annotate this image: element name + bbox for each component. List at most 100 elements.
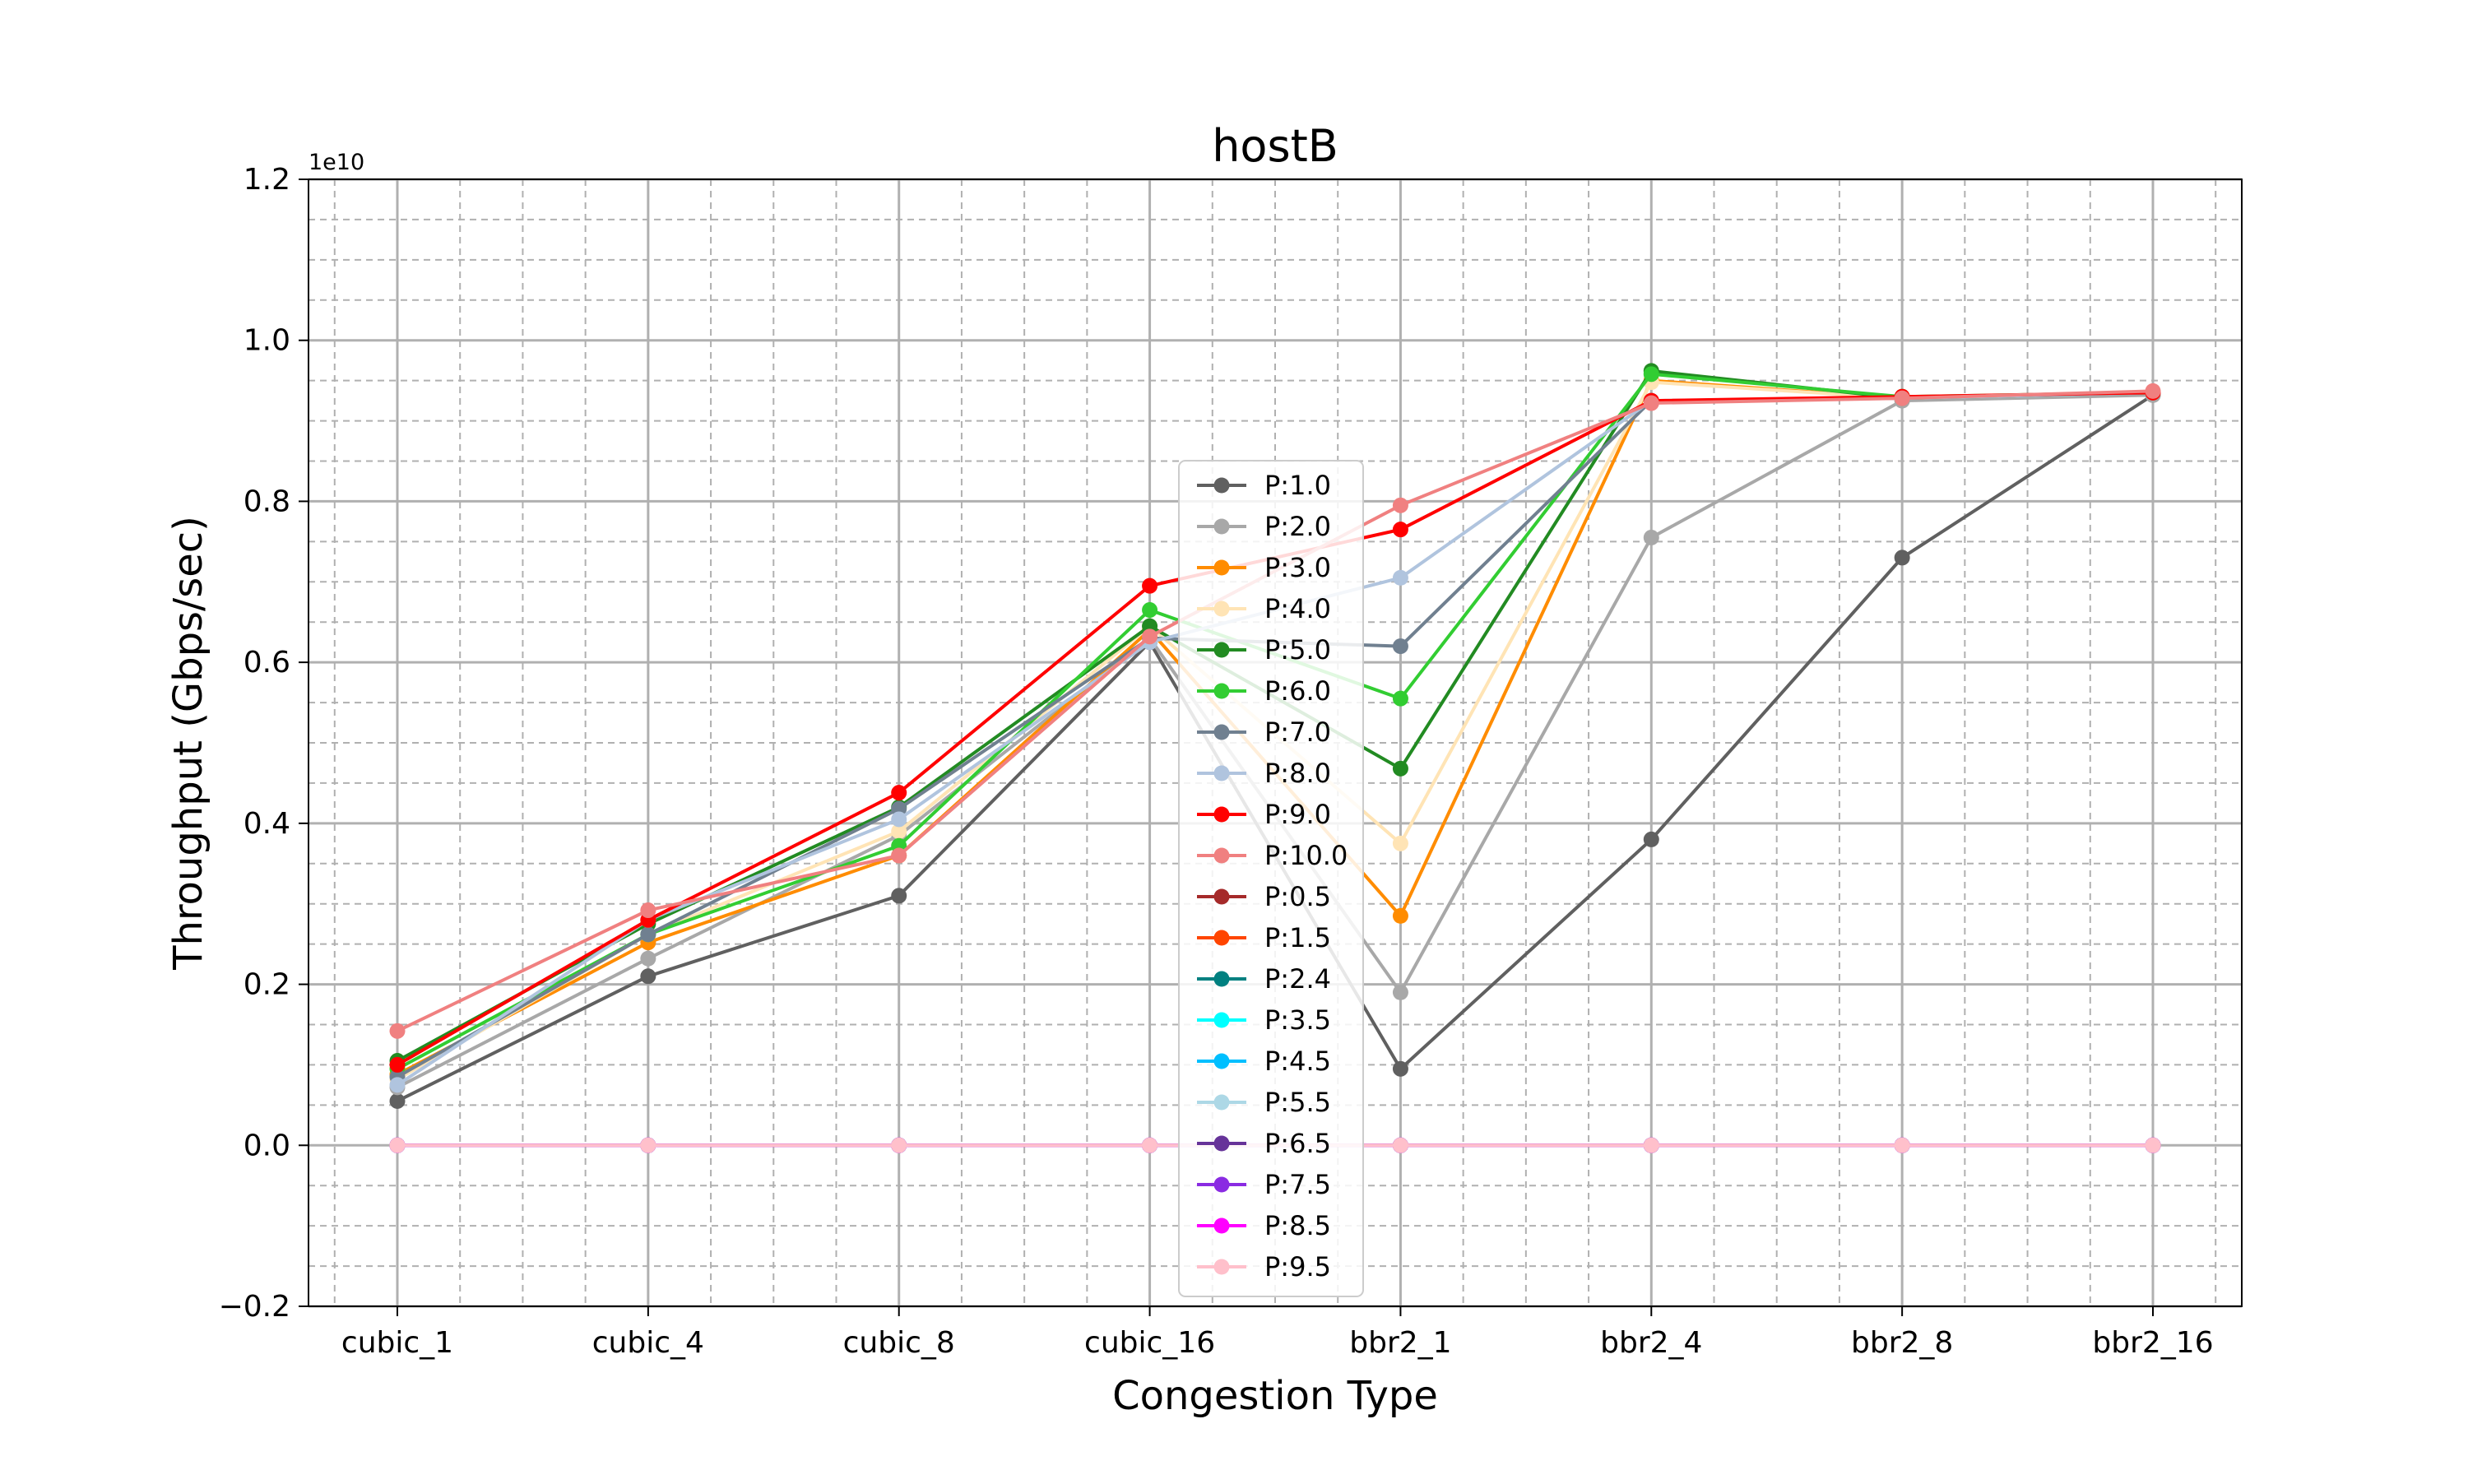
plot-frame — [308, 179, 2243, 1307]
legend-swatch-marker — [1213, 971, 1230, 987]
legend-item: P:5.5 — [1197, 1087, 1331, 1118]
legend-label: P:1.5 — [1264, 922, 1331, 953]
data-point — [1392, 835, 1408, 851]
x-axis-title: Congestion Type — [1112, 1373, 1438, 1419]
data-point — [640, 968, 656, 985]
x-tick-label: bbr2_16 — [2092, 1326, 2213, 1360]
legend-label: P:9.5 — [1264, 1251, 1331, 1282]
legend-label: P:7.0 — [1264, 716, 1331, 748]
data-point — [1392, 1060, 1408, 1077]
x-tick-label: cubic_4 — [592, 1326, 704, 1360]
legend-label: P:0.5 — [1264, 881, 1331, 912]
y-tick-label: −0.2 — [219, 1290, 290, 1324]
data-point — [891, 1137, 907, 1153]
x-tick-label: bbr2_1 — [1349, 1326, 1451, 1360]
y-tick-label: 0.0 — [244, 1129, 290, 1162]
legend-item: P:3.0 — [1197, 552, 1331, 583]
x-tick-label: cubic_8 — [843, 1326, 955, 1360]
data-point — [1643, 831, 1659, 847]
legend-item: P:10.0 — [1197, 840, 1348, 871]
data-point — [389, 1056, 406, 1073]
legend-swatch-marker — [1213, 1135, 1230, 1152]
legend-swatch-marker — [1213, 888, 1230, 905]
data-point — [1643, 529, 1659, 545]
legend-label: P:2.0 — [1264, 511, 1331, 542]
data-point — [389, 1077, 406, 1093]
legend-label: P:4.5 — [1264, 1046, 1331, 1077]
legend-item: P:8.5 — [1197, 1210, 1331, 1241]
legend-label: P:5.0 — [1264, 634, 1331, 665]
data-point — [1392, 638, 1408, 655]
legend-swatch-marker — [1213, 1217, 1230, 1234]
legend-item: P:2.0 — [1197, 511, 1331, 542]
legend-item: P:2.4 — [1197, 963, 1331, 995]
data-point — [1392, 984, 1408, 1000]
data-point — [891, 785, 907, 801]
data-point — [2145, 1137, 2161, 1153]
legend-swatch-marker — [1213, 1012, 1230, 1028]
data-point — [1894, 1137, 1910, 1153]
data-point — [389, 1137, 406, 1153]
data-point — [1392, 1137, 1408, 1153]
y-tick-label: 1.2 — [244, 163, 290, 197]
data-point — [1894, 390, 1910, 406]
data-point — [1392, 760, 1408, 777]
legend-item: P:6.5 — [1197, 1128, 1331, 1159]
legend-box — [1178, 460, 1364, 1297]
legend-swatch-marker — [1213, 724, 1230, 740]
data-point — [1392, 690, 1408, 707]
data-point — [389, 1023, 406, 1039]
legend-item: P:6.0 — [1197, 675, 1331, 707]
legend-item: P:1.0 — [1197, 470, 1331, 501]
legend-label: P:9.0 — [1264, 799, 1331, 830]
legend-swatch-marker — [1213, 559, 1230, 576]
x-tick-label: bbr2_8 — [1851, 1326, 1953, 1360]
legend-item: P:9.5 — [1197, 1251, 1331, 1282]
legend-swatch-marker — [1213, 1053, 1230, 1069]
legend-item: P:3.5 — [1197, 1004, 1331, 1036]
data-point — [891, 811, 907, 828]
x-tick-label: bbr2_4 — [1600, 1326, 1702, 1360]
legend-label: P:5.5 — [1264, 1087, 1331, 1118]
y-tick-label: 0.8 — [244, 485, 290, 518]
chart-title: hostB — [1212, 120, 1338, 172]
legend-swatch-marker — [1213, 806, 1230, 823]
legend-swatch-marker — [1213, 642, 1230, 658]
legend: P:1.0 P:2.0 P:3.0 P:4.0 P:5.0 P:6.0 P:7.0 P:8.0… — [1178, 460, 1364, 1297]
legend-label: P:1.0 — [1264, 470, 1331, 501]
data-point — [1392, 907, 1408, 924]
legend-label: P:10.0 — [1264, 840, 1348, 871]
data-point — [1142, 577, 1158, 594]
data-point — [640, 902, 656, 919]
legend-item: P:4.0 — [1197, 593, 1331, 624]
data-point — [1392, 569, 1408, 586]
y-tick-label: 0.2 — [244, 968, 290, 1002]
legend-label: P:3.0 — [1264, 552, 1331, 583]
y-tick-label: 0.4 — [244, 807, 290, 841]
data-point — [1142, 628, 1158, 645]
x-tick-label: cubic_16 — [1084, 1326, 1215, 1360]
y-tick-label: 0.6 — [244, 646, 290, 679]
data-point — [389, 1092, 406, 1109]
legend-label: P:8.5 — [1264, 1210, 1331, 1241]
legend-item: P:7.0 — [1197, 716, 1331, 748]
legend-label: P:2.4 — [1264, 963, 1331, 995]
legend-swatch-marker — [1213, 930, 1230, 946]
x-tick-label: cubic_1 — [341, 1326, 453, 1360]
legend-label: P:6.0 — [1264, 675, 1331, 707]
legend-label: P:8.0 — [1264, 758, 1331, 789]
legend-item: P:4.5 — [1197, 1046, 1331, 1077]
legend-item: P:1.5 — [1197, 922, 1331, 953]
legend-item: P:7.5 — [1197, 1169, 1331, 1200]
data-point — [891, 823, 907, 840]
legend-item: P:8.0 — [1197, 758, 1331, 789]
data-point — [640, 926, 656, 943]
legend-label: P:6.5 — [1264, 1128, 1331, 1159]
data-point — [1643, 366, 1659, 383]
axes: −0.2 0.0 0.2 0.4 0.6 0.8 1.0 1.2 cubic_1 cubic_4 c… — [219, 163, 2214, 1360]
legend-label: P:3.5 — [1264, 1004, 1331, 1036]
data-point — [640, 950, 656, 967]
legend-swatch-marker — [1213, 847, 1230, 864]
data-point — [1894, 550, 1910, 566]
